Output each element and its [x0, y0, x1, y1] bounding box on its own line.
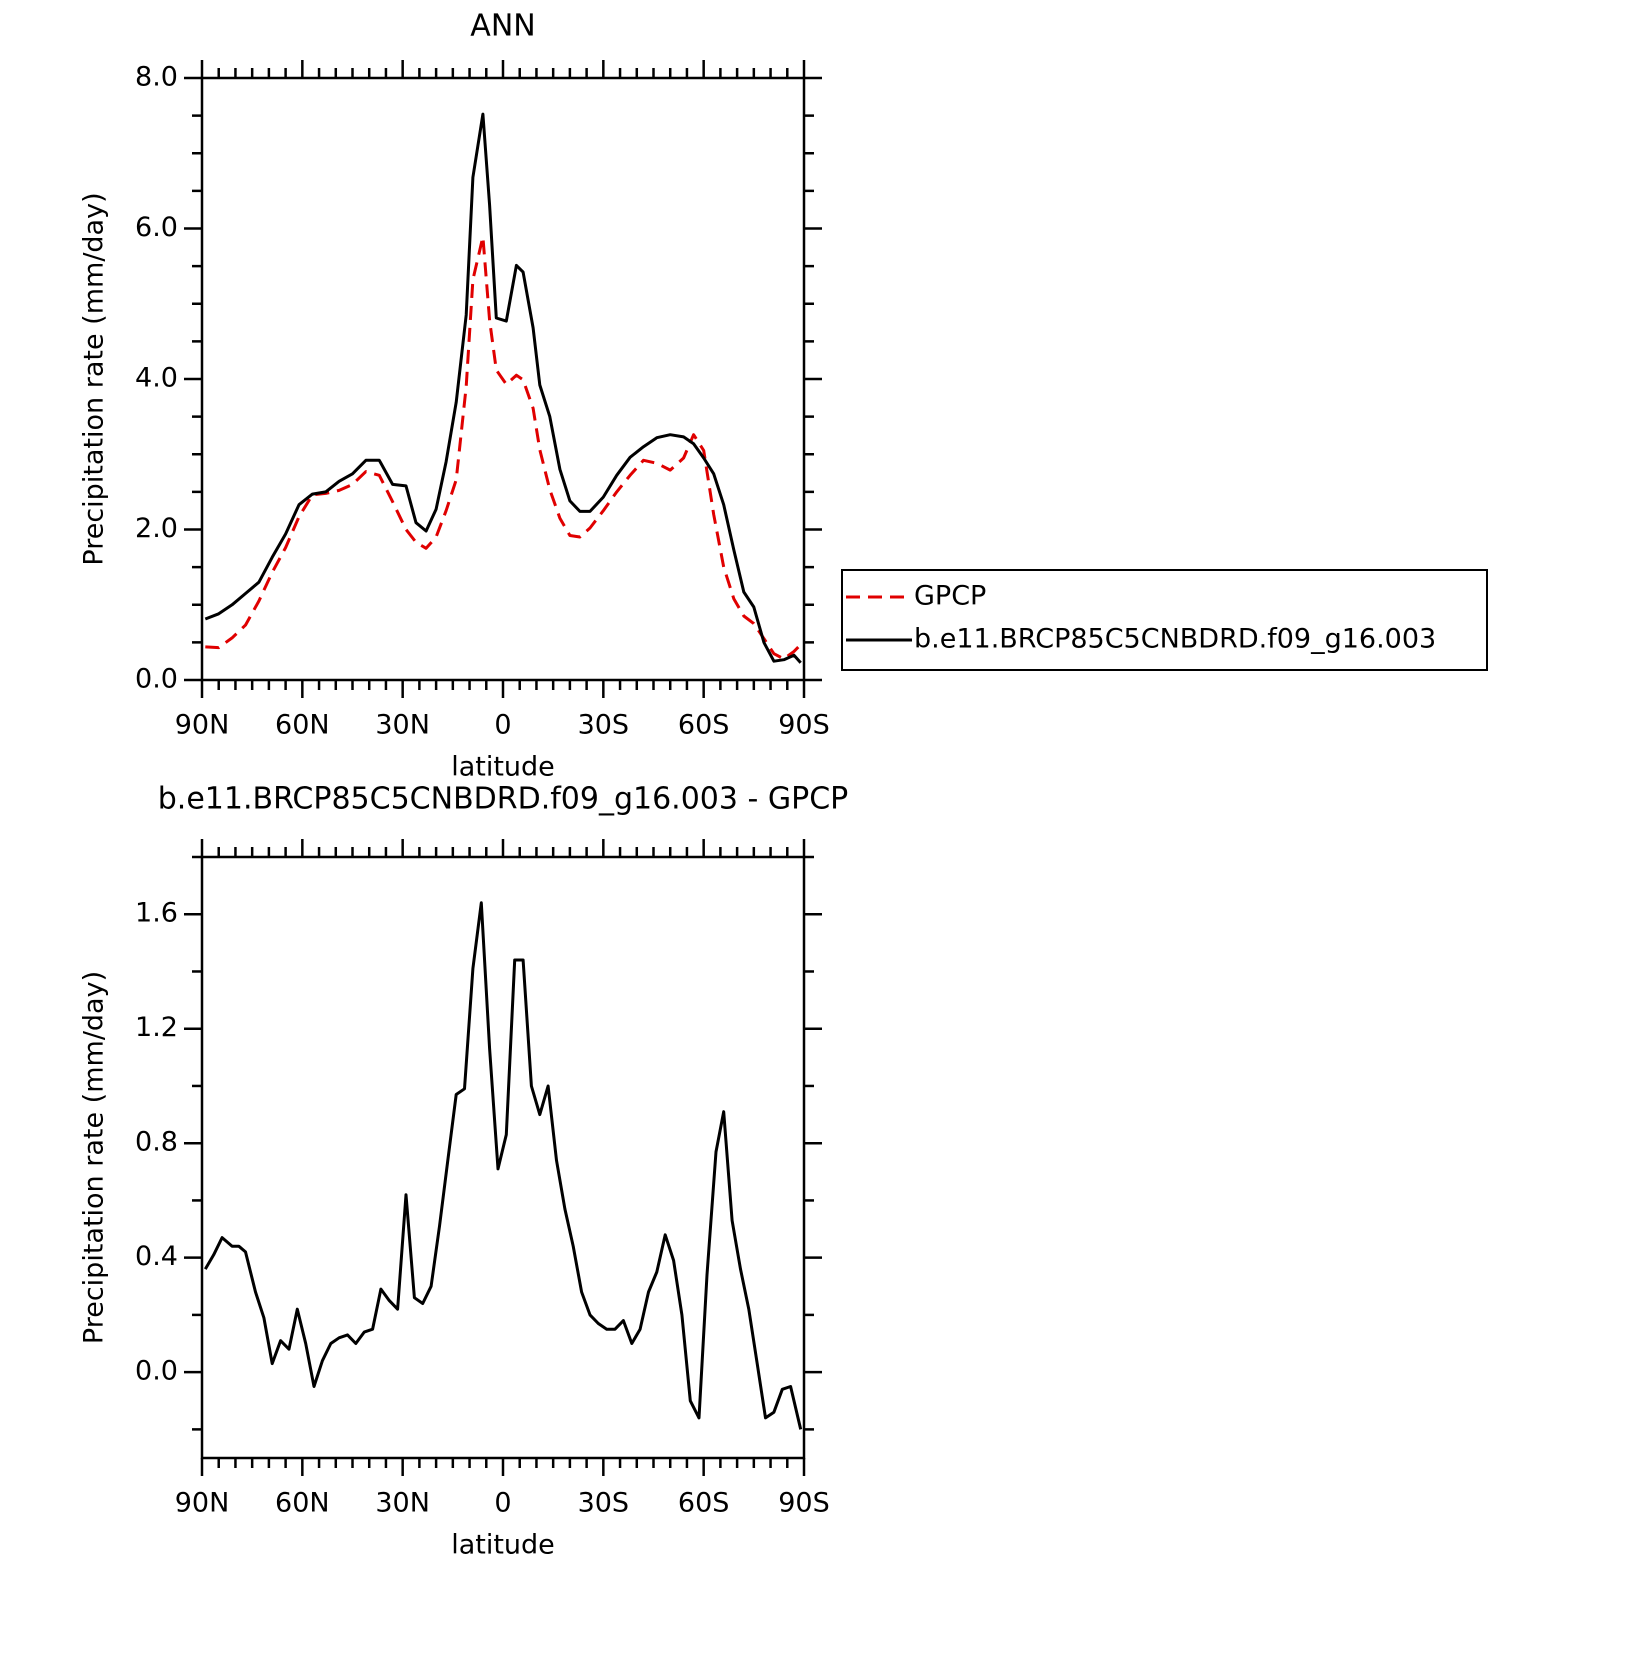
x-tick-label: 60N — [275, 710, 330, 741]
x-tick-label: 90N — [175, 710, 230, 741]
legend-label: GPCP — [914, 581, 986, 612]
chart-title: ANN — [470, 9, 535, 44]
x-tick-label: 60N — [275, 1488, 330, 1519]
data-line — [204, 901, 803, 1430]
x-tick-label: 0 — [494, 1488, 511, 1519]
y-tick-label: 1.2 — [135, 1012, 178, 1043]
x-tick-label: 30S — [578, 1488, 630, 1519]
plot-frame — [200, 855, 806, 1460]
x-axis-label: latitude — [451, 1530, 555, 1561]
x-tick-label: 30N — [375, 710, 430, 741]
x-tick-label: 90N — [175, 1488, 230, 1519]
data-line — [205, 235, 802, 661]
chart-title: b.e11.BRCP85C5CNBDRD.f09_g16.003 - GPCP — [158, 782, 849, 817]
x-tick-label: 60S — [678, 1488, 730, 1519]
x-tick-label: 90S — [778, 710, 830, 741]
x-tick-label: 30N — [375, 1488, 430, 1519]
plot-frame — [200, 76, 806, 682]
y-tick-label: 1.6 — [135, 898, 178, 929]
x-tick-label: 60S — [678, 710, 730, 741]
y-axis-label: Precipitation rate (mm/day) — [79, 971, 110, 1344]
x-tick-label: 90S — [778, 1488, 830, 1519]
y-axis-label: Precipitation rate (mm/day) — [79, 192, 110, 565]
y-tick-label: 4.0 — [135, 363, 178, 394]
y-tick-label: 0.0 — [135, 1356, 178, 1387]
y-tick-label: 0.8 — [135, 1127, 178, 1158]
y-tick-label: 0.0 — [135, 664, 178, 695]
x-axis-label: latitude — [451, 752, 555, 783]
y-tick-label: 0.4 — [135, 1241, 178, 1272]
data-line — [204, 112, 802, 664]
x-tick-label: 0 — [494, 710, 511, 741]
legend-label: b.e11.BRCP85C5CNBDRD.f09_g16.003 — [914, 624, 1436, 655]
x-tick-label: 30S — [578, 710, 630, 741]
legend-box — [841, 569, 1488, 671]
y-tick-label: 2.0 — [135, 513, 178, 544]
y-tick-label: 6.0 — [135, 212, 178, 243]
y-tick-label: 8.0 — [135, 62, 178, 93]
